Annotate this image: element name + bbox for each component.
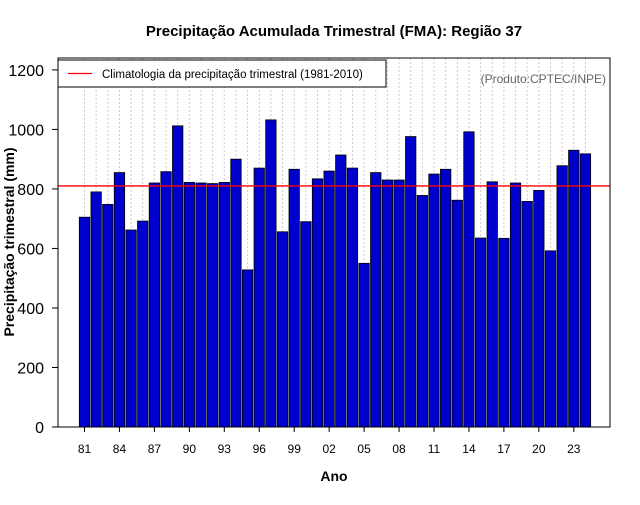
bar-2015	[474, 237, 487, 428]
bar-1987	[148, 182, 160, 428]
bar-1997	[265, 119, 277, 428]
bar-2007	[381, 179, 394, 428]
x-tick-label: 14	[462, 442, 476, 456]
bar-1984	[113, 172, 126, 428]
y-axis-label: Precipitação trimestral (mm)	[1, 147, 17, 336]
x-axis: 81 84 87 90 93 96 99 02 05 08 11 14 17 20 23	[78, 427, 581, 456]
bar-1983	[102, 204, 114, 428]
bar-2002	[323, 170, 335, 428]
x-tick-label: 08	[392, 442, 406, 456]
x-tick-label: 11	[428, 442, 441, 456]
bar-1985	[125, 229, 137, 428]
bars-layer	[78, 119, 592, 428]
bar-1991	[195, 182, 207, 428]
x-tick-label: 05	[357, 442, 371, 456]
bar-2001	[311, 178, 324, 428]
bar-2004	[346, 167, 359, 428]
bar-2023	[568, 149, 580, 428]
chart-title: Precipitação Acumulada Trimestral (FMA):…	[146, 23, 522, 40]
bar-1996	[253, 167, 265, 428]
bar-2012	[440, 168, 452, 428]
bar-1986	[137, 220, 149, 428]
x-tick-label: 99	[288, 442, 302, 456]
bar-2018	[509, 182, 522, 428]
bar-2024	[579, 153, 592, 428]
bar-1982	[90, 191, 102, 428]
bar-2003	[335, 154, 347, 428]
bar-1989	[172, 125, 184, 428]
bar-2005	[358, 262, 370, 428]
bar-1990	[183, 181, 195, 428]
bar-2020	[533, 190, 545, 428]
x-tick-label: 20	[532, 442, 546, 456]
y-tick-label: 400	[17, 301, 44, 318]
x-tick-label: 87	[148, 442, 162, 456]
x-tick-label: 23	[567, 442, 581, 456]
bar-2008	[393, 179, 405, 428]
bar-2019	[521, 201, 533, 428]
bar-2010	[416, 195, 428, 428]
bar-2017	[498, 237, 510, 428]
x-tick-label: 84	[113, 442, 127, 456]
bar-2000	[300, 221, 312, 428]
credit-text: (Produto:CPTEC/INPE)	[481, 72, 606, 86]
bar-2021	[544, 250, 557, 428]
plot-border	[57, 57, 611, 428]
legend-label: Climatologia da precipitação trimestral …	[102, 69, 363, 81]
y-tick-label: 1200	[8, 63, 44, 80]
x-tick-label: 17	[497, 442, 511, 456]
y-axis: 0 200 400 600 800 1000 1200	[8, 63, 58, 437]
legend: Climatologia da precipitação trimestral …	[57, 59, 387, 88]
y-tick-label: 200	[17, 360, 44, 377]
bar-2006	[370, 172, 382, 428]
bar-1981	[78, 216, 91, 428]
bar-2014	[463, 131, 475, 428]
bar-1998	[276, 231, 289, 428]
x-axis-label: Ano	[320, 468, 347, 484]
bar-1994	[230, 158, 242, 428]
y-tick-label: 600	[17, 241, 44, 258]
bar-1995	[241, 269, 254, 428]
x-tick-label: 90	[183, 442, 197, 456]
x-tick-label: 96	[253, 442, 267, 456]
bar-1988	[160, 171, 172, 428]
y-tick-label: 800	[17, 182, 44, 199]
bar-2009	[405, 136, 417, 428]
bar-2011	[428, 173, 440, 428]
x-tick-label: 02	[322, 442, 336, 456]
bar-2022	[556, 165, 568, 428]
bar-2013	[451, 199, 463, 428]
x-tick-label: 81	[78, 442, 92, 456]
bar-1992	[207, 183, 219, 428]
y-tick-label: 1000	[8, 122, 44, 139]
x-tick-label: 93	[218, 442, 232, 456]
bar-2016	[486, 181, 498, 428]
bar-1999	[288, 168, 300, 428]
bar-1993	[218, 181, 230, 428]
y-tick-label: 0	[35, 420, 44, 437]
legend-box	[57, 59, 387, 88]
